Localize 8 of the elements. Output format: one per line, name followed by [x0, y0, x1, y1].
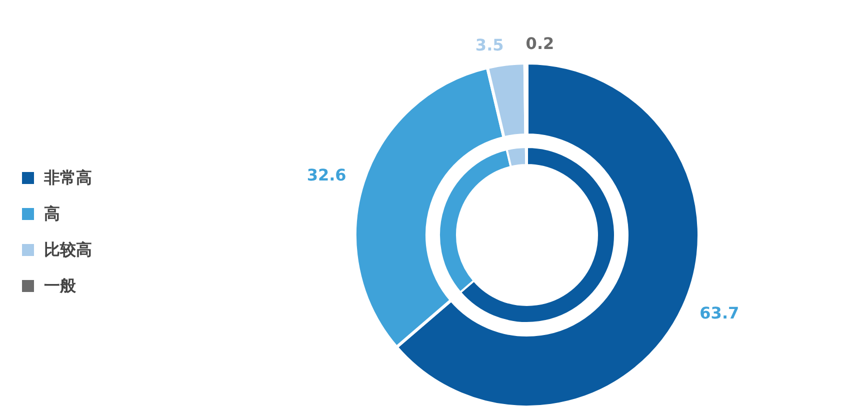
legend-label: 高 — [44, 204, 60, 224]
legend-label: 比较高 — [44, 240, 92, 260]
legend-label: 一般 — [44, 276, 76, 296]
data-label: 0.2 — [526, 34, 554, 54]
legend-label: 非常高 — [44, 168, 92, 188]
data-label: 63.7 — [700, 303, 740, 322]
data-label: 3.5 — [475, 36, 504, 55]
data-label: 32.6 — [306, 165, 346, 184]
